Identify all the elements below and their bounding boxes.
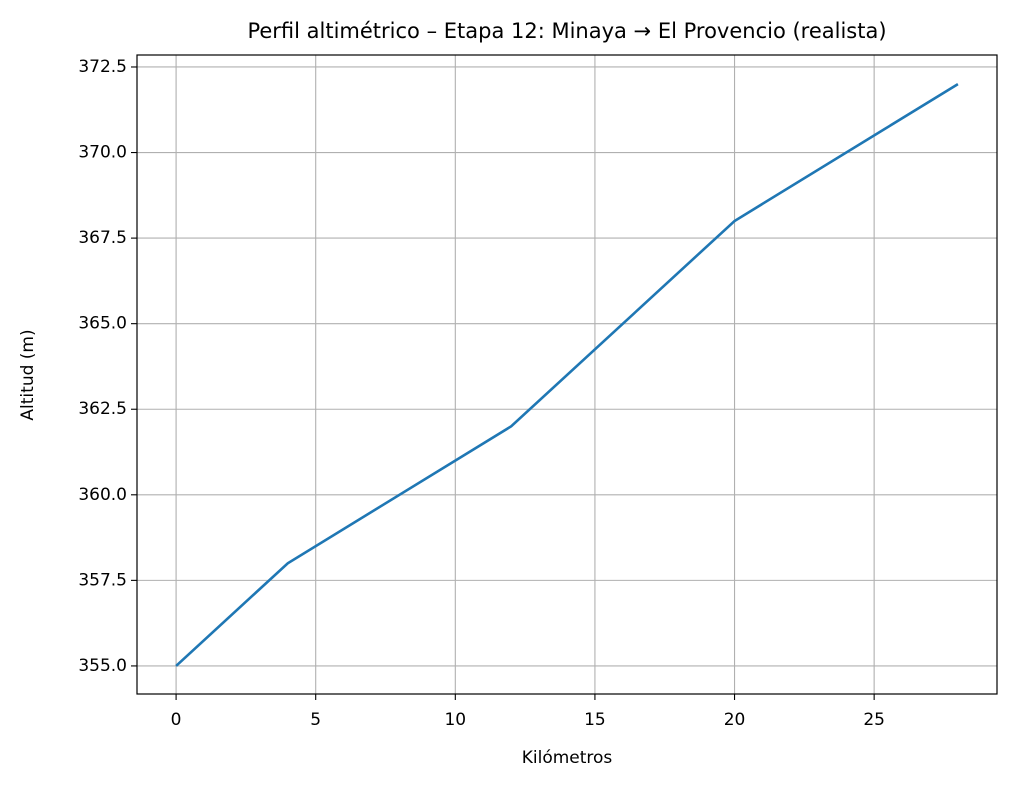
y-tick-label: 365.0 (78, 314, 127, 334)
y-tick-label: 360.0 (78, 485, 127, 505)
x-tick-label: 10 (444, 710, 466, 730)
y-tick-label: 355.0 (78, 656, 127, 676)
y-tick-label: 370.0 (78, 143, 127, 163)
x-tick-label: 0 (171, 710, 182, 730)
y-tick-label: 357.5 (78, 570, 127, 590)
grid (131, 55, 997, 700)
line (175, 82, 959, 667)
x-axis-label: Kilómetros (522, 748, 613, 768)
x-tick-label: 15 (584, 710, 606, 730)
y-tick-label: 367.5 (78, 228, 127, 248)
axes-frame (136, 54, 998, 695)
y-tick-label: 362.5 (78, 399, 127, 419)
chart-title: Perfil altimétrico – Etapa 12: Minaya → … (247, 19, 886, 43)
y-axis-label: Altitud (m) (18, 329, 38, 420)
x-tick-label: 20 (724, 710, 746, 730)
x-tick-label: 5 (310, 710, 321, 730)
x-tick-label: 25 (863, 710, 885, 730)
plot (175, 82, 959, 667)
y-tick-label: 372.5 (78, 57, 127, 77)
